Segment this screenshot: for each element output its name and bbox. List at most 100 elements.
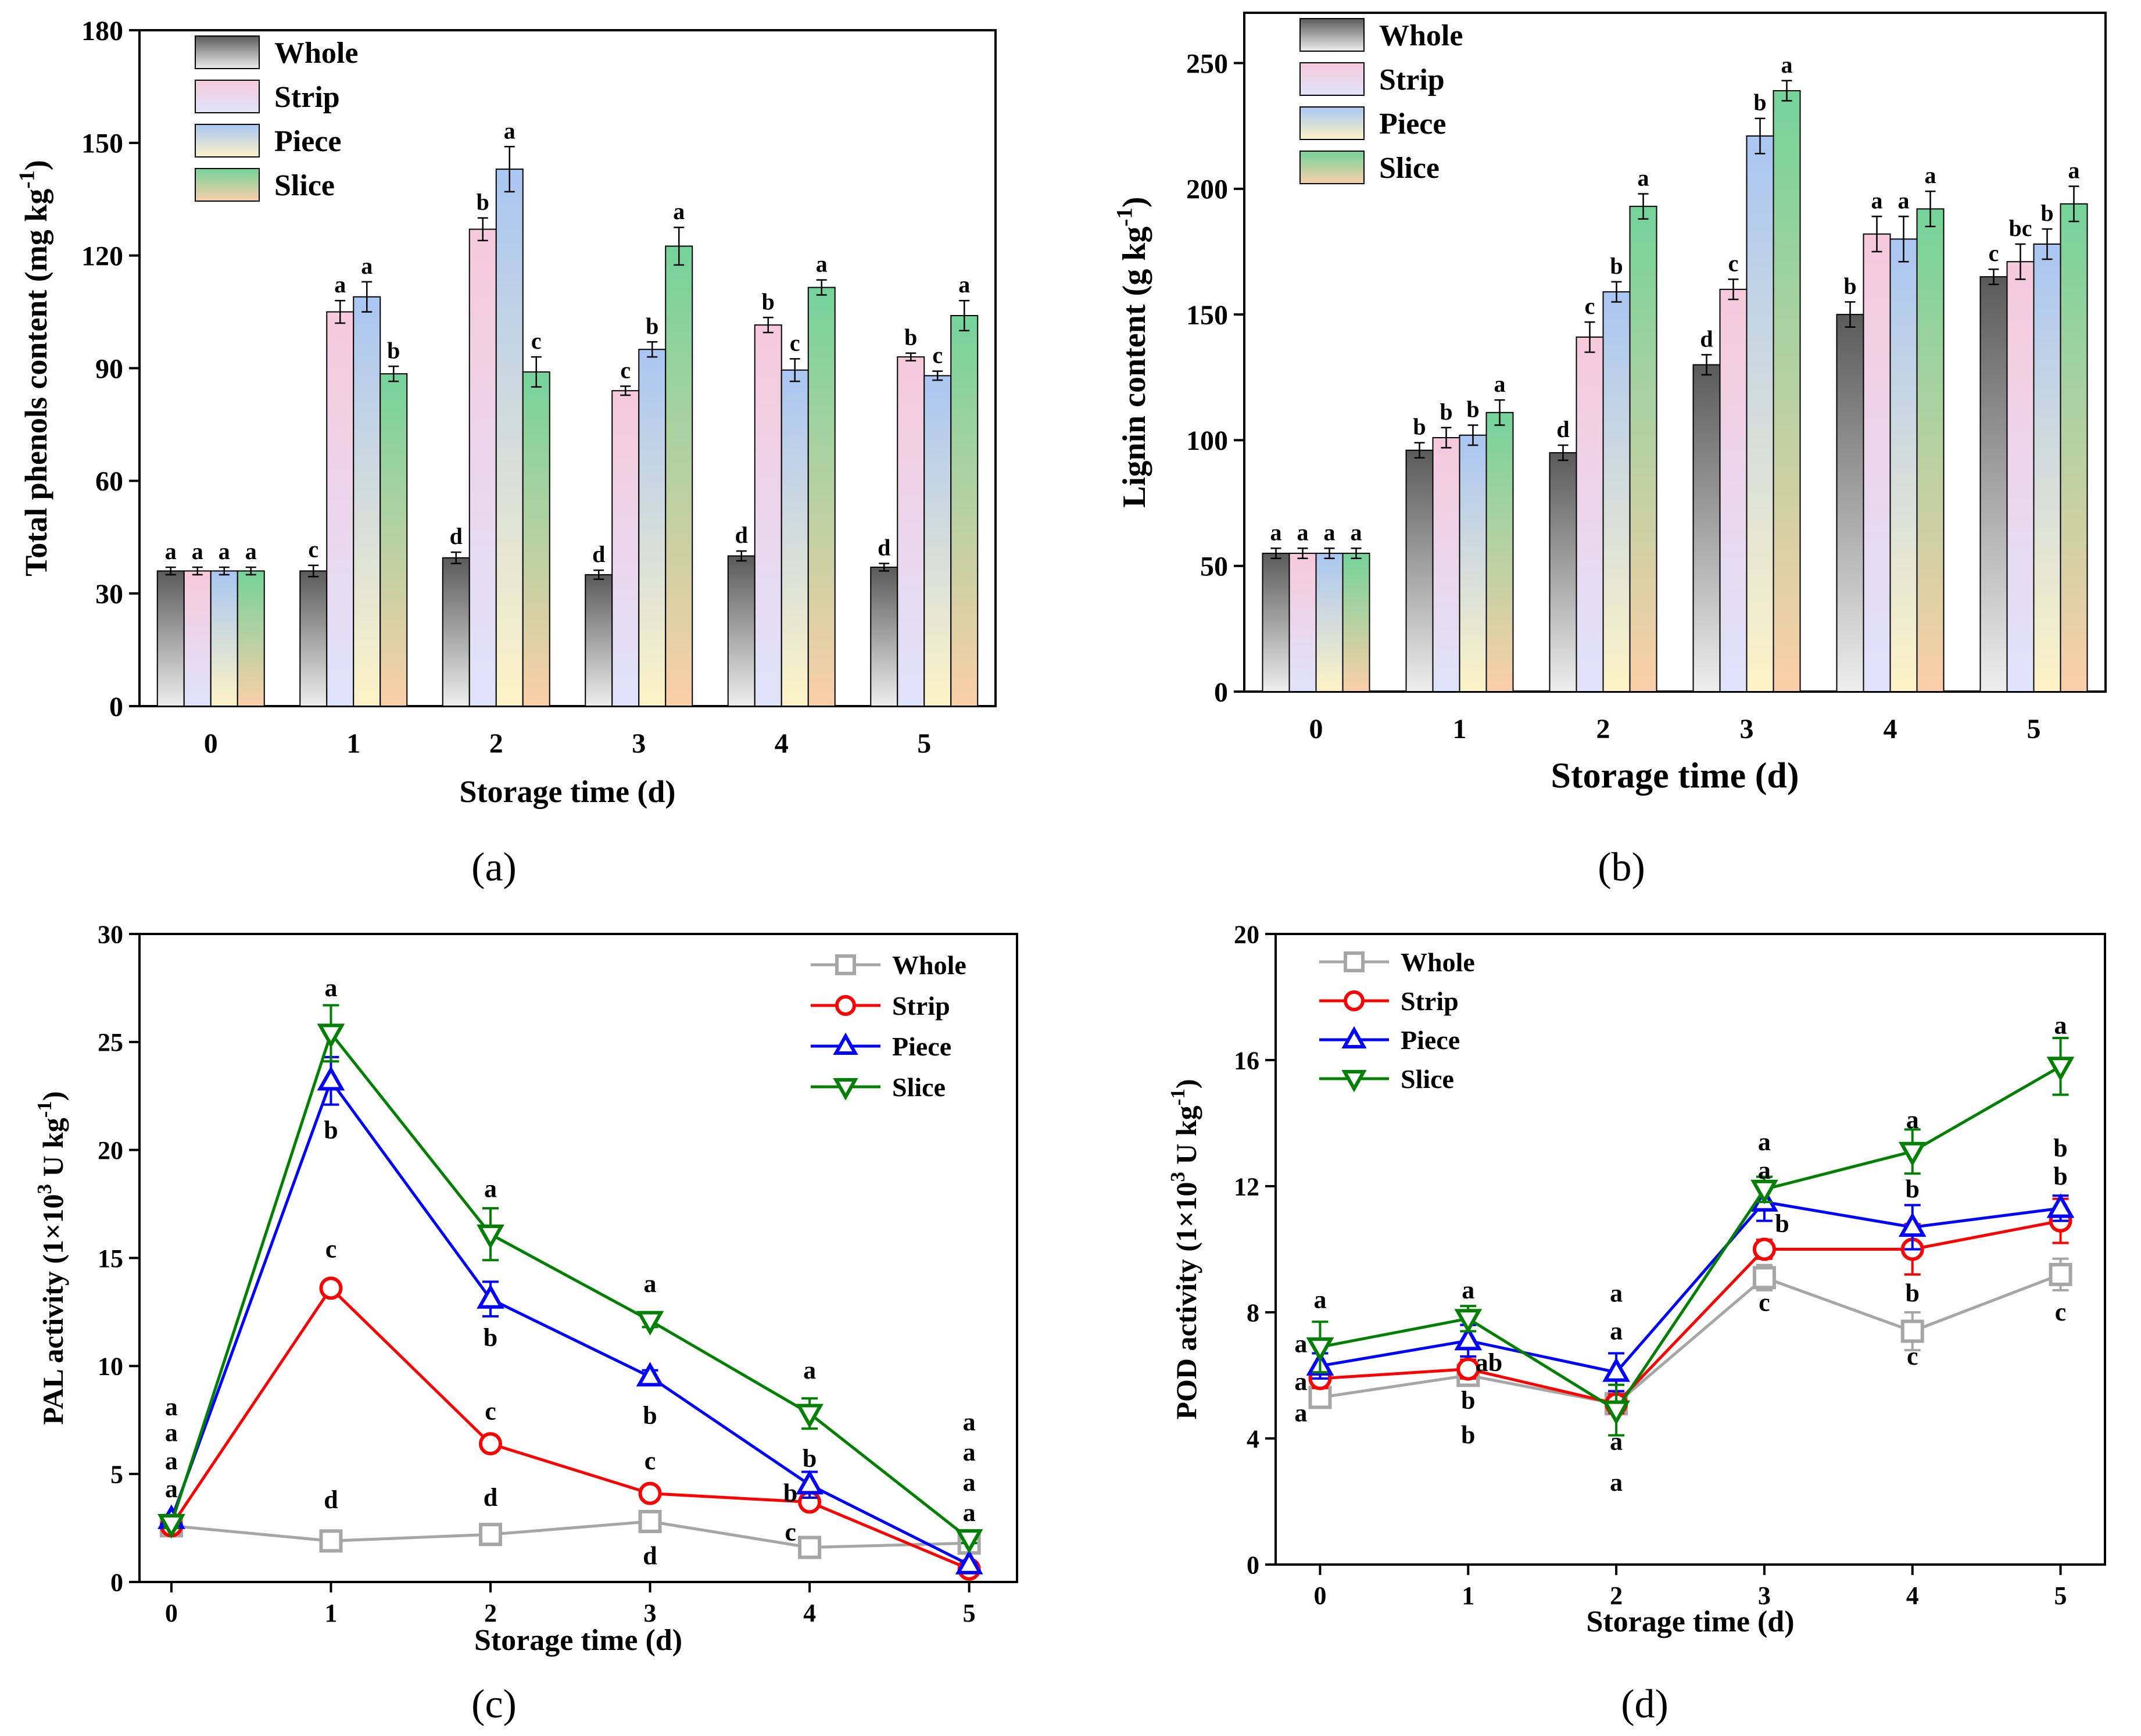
legend-item-slice: Slice <box>1319 1064 1454 1094</box>
bar-strip <box>1432 437 1460 692</box>
significance-letter: d <box>643 1541 657 1570</box>
significance-letter: d <box>735 522 748 548</box>
data-point-slice <box>1898 1141 1927 1166</box>
series-line-strip <box>1320 1219 2061 1406</box>
data-point-slice <box>1750 1179 1778 1205</box>
error-bar <box>1611 281 1622 303</box>
significance-letter: b <box>2040 200 2053 226</box>
y-tick-label: 120 <box>81 241 123 271</box>
y-axis-title: PAL activity (1×103 U kg-1) <box>33 1091 69 1424</box>
error-bar <box>531 356 542 388</box>
significance-letter: a <box>1638 164 1649 191</box>
bar-piece <box>210 570 238 707</box>
significance-letter: a <box>644 1269 657 1298</box>
plot-frame <box>1243 12 2107 693</box>
data-point-slice <box>1454 1309 1483 1334</box>
legend-swatch-slice <box>1299 151 1365 184</box>
legend-label-strip: Strip <box>1379 63 1445 96</box>
significance-letter: b <box>387 337 400 363</box>
x-tick-label: 1 <box>346 728 360 759</box>
error-bar <box>789 358 800 382</box>
panel-label: (b) <box>1598 845 1645 890</box>
legend-swatch-strip <box>195 80 260 113</box>
legend-swatch-whole <box>195 35 260 69</box>
significance-letter: a <box>1494 371 1506 397</box>
significance-letter: ab <box>1476 1348 1502 1377</box>
data-point-whole <box>479 1523 502 1547</box>
significance-letter: c <box>308 536 318 563</box>
y-axis-title: POD activity (1×103 U kg-1) <box>1166 1079 1202 1419</box>
y-tick-label: 5 <box>110 1461 123 1489</box>
legend-swatch-piece <box>1299 106 1365 140</box>
bar-strip <box>2006 261 2035 692</box>
y-tick-label: 25 <box>98 1028 123 1057</box>
error-bar <box>2068 185 2079 223</box>
significance-letter: b <box>2053 1162 2067 1191</box>
significance-letter: a <box>1294 1367 1307 1395</box>
data-point-strip <box>1752 1237 1776 1261</box>
bar-whole <box>1405 449 1434 692</box>
y-tick-label: 100 <box>1186 425 1228 456</box>
error-bar <box>1701 354 1712 376</box>
bar-whole <box>1692 364 1721 692</box>
data-point-slice <box>157 1514 185 1539</box>
legend-label-slice: Slice <box>274 169 335 202</box>
significance-letter: b <box>1905 1175 1919 1203</box>
data-point-strip <box>319 1276 343 1300</box>
error-bar <box>1494 399 1505 426</box>
series-line-strip <box>170 1286 970 1571</box>
significance-letter: a <box>1462 1276 1474 1304</box>
error-bar <box>1728 278 1739 300</box>
error-bar <box>2015 243 2026 280</box>
bar-slice <box>1916 208 1945 692</box>
x-axis-title: Storage time (d) <box>1551 756 1799 796</box>
bar-piece <box>353 296 381 707</box>
data-point-piece <box>317 1066 345 1091</box>
bar-strip <box>897 356 925 707</box>
error-bar <box>816 279 827 296</box>
significance-letter: a <box>1294 1329 1307 1358</box>
chart-b: 0 50 100 150 200 250 (b) 0 1 2 3 4 5 Storage time (d)… <box>1112 12 2107 890</box>
error-bar <box>647 341 658 358</box>
significance-letter: b <box>1466 396 1479 422</box>
error-bar <box>1925 190 1936 227</box>
y-tick-label: 30 <box>98 920 123 948</box>
bar-strip <box>1719 288 1748 692</box>
significance-letter: c <box>932 342 943 368</box>
significance-letter: b <box>646 313 658 339</box>
y-tick-label: 12 <box>1234 1172 1259 1201</box>
significance-letter: a <box>1297 519 1309 545</box>
error-bar <box>219 566 230 576</box>
chart-a: 0 30 60 90 120 150 180 (a) 0 1 2 3 4 5 Storage time (d… <box>15 16 997 890</box>
y-axis-title: Total phenols content (mg kg-1) <box>15 160 53 577</box>
data-point-piece <box>796 1470 824 1495</box>
legend-item-piece: Piece <box>1319 1025 1460 1055</box>
plot-frame <box>138 29 997 707</box>
significance-letter: c <box>790 330 800 356</box>
significance-letter: c <box>785 1518 796 1547</box>
bar-whole <box>727 555 756 707</box>
significance-letter: a <box>192 538 203 564</box>
bar-strip <box>611 390 640 707</box>
error-bar <box>450 551 461 564</box>
data-point-whole <box>1900 1319 1924 1343</box>
bar-whole <box>1549 452 1577 692</box>
x-tick-label: 3 <box>1758 1581 1771 1610</box>
significance-letter: c <box>485 1397 496 1425</box>
legend-label-piece: Piece <box>1401 1025 1460 1055</box>
legend-label-whole: Whole <box>1401 947 1475 977</box>
error-bar <box>477 217 488 242</box>
x-tick-label: 1 <box>324 1599 337 1627</box>
series-piece <box>1306 1182 2075 1393</box>
significance-letter: b <box>1753 90 1766 116</box>
data-point-strip <box>638 1481 662 1505</box>
significance-letter: b <box>1610 253 1623 279</box>
bar-piece <box>1315 553 1344 693</box>
bar-slice <box>665 245 693 707</box>
significance-letter: a <box>1898 187 1910 213</box>
significance-letter: c <box>1585 293 1595 319</box>
data-point-piece <box>477 1284 504 1309</box>
error-bar <box>1467 424 1478 446</box>
data-point-piece <box>955 1549 983 1574</box>
x-axis-title: Storage time (d) <box>460 774 676 809</box>
